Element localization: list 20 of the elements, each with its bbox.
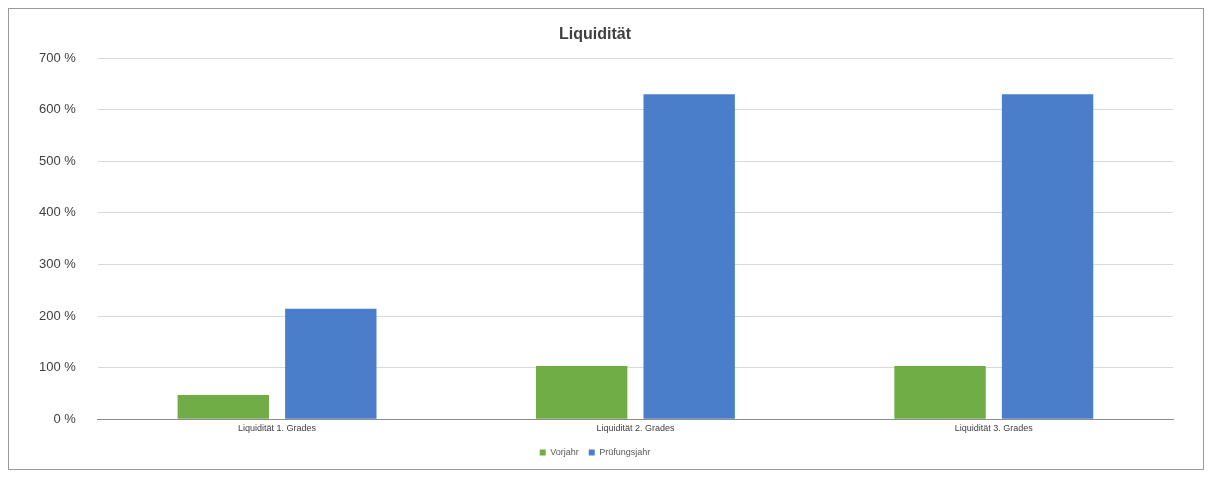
- y-tick-label: 700 %: [38, 49, 77, 65]
- y-tick-label: 500 %: [38, 152, 77, 168]
- bar: [285, 308, 377, 419]
- bar: [894, 366, 986, 419]
- x-tick-label: Liquidität 3. Grades: [954, 423, 1034, 434]
- bar: [535, 366, 628, 419]
- bar: [643, 94, 735, 419]
- bar: [1001, 94, 1094, 419]
- y-tick-label: 400 %: [38, 204, 77, 220]
- bar: [177, 394, 269, 419]
- y-tick-label: 300 %: [38, 256, 77, 272]
- chart-title: Liquidität: [559, 25, 632, 43]
- y-tick-label: 200 %: [38, 307, 77, 323]
- legend-label: Vorjahr: [550, 446, 579, 457]
- y-tick-label: 600 %: [38, 101, 77, 117]
- x-tick-label: Liquidität 1. Grades: [238, 423, 317, 434]
- x-tick-label: Liquidität 2. Grades: [596, 423, 675, 434]
- y-tick-label: 100 %: [38, 359, 77, 375]
- y-tick-label: 0 %: [53, 410, 77, 426]
- legend-label: Prüfungsjahr: [599, 446, 651, 457]
